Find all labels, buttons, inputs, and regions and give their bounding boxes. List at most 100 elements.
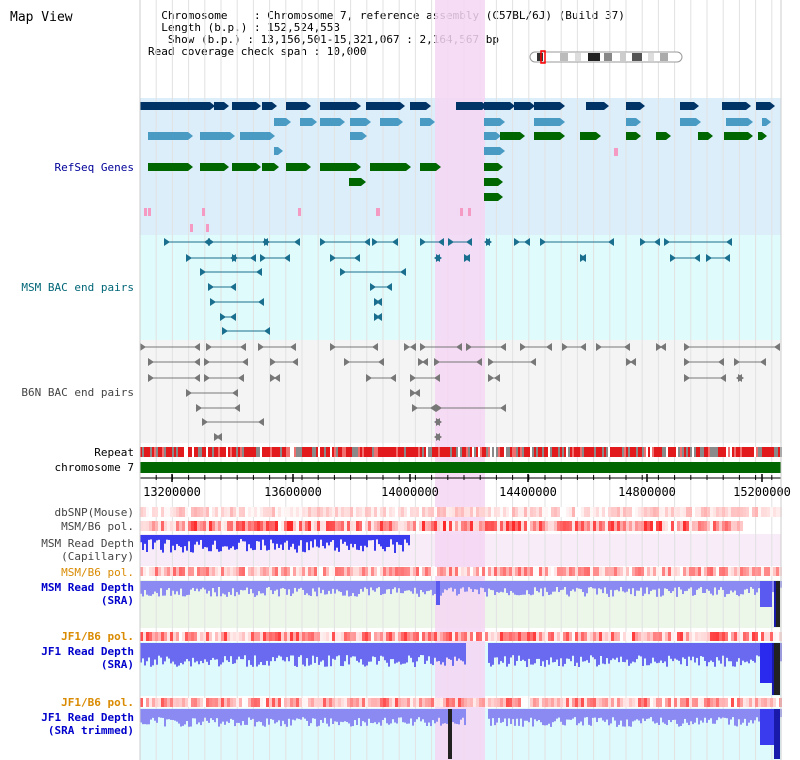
- repeat-element: [698, 447, 700, 457]
- msm-sra-depth-bar: [464, 581, 466, 592]
- jf1-pol2-cell: [497, 698, 500, 707]
- jf1-trim-depth-bar: [530, 709, 532, 718]
- repeat-element: [708, 447, 710, 457]
- dbsnp-cell: [413, 507, 416, 517]
- dbsnp-cell: [188, 507, 191, 517]
- msm-sra-depth-bar: [216, 581, 218, 597]
- jf1-pol-cell: [518, 632, 521, 641]
- repeat-element: [430, 447, 432, 457]
- msm-cap-depth-bar: [150, 535, 152, 540]
- msm-pol-cell: [278, 521, 281, 531]
- bac-end: [390, 374, 396, 382]
- jf1-pol-cell: [419, 632, 422, 641]
- msm-cap-depth-bar: [264, 535, 266, 546]
- jf1-pol2-cell: [620, 698, 623, 707]
- repeat-element: [232, 447, 234, 457]
- jf1-trim-depth-bar: [716, 709, 718, 721]
- jf1-trim-depth-bar: [728, 709, 730, 725]
- jf1-sra-depth-bar: [420, 643, 422, 656]
- msm-cap-depth-bar: [406, 535, 408, 543]
- repeat-element: [314, 447, 316, 457]
- msm-pol2-cell: [443, 567, 446, 576]
- jf1-sra-depth-bar: [732, 643, 734, 667]
- jf1-pol2-cell: [500, 698, 503, 707]
- dbsnp-cell: [599, 507, 602, 517]
- jf1-sra-depth-bar: [300, 643, 302, 656]
- dbsnp-cell: [671, 507, 674, 517]
- jf1-pol2-cell: [587, 698, 590, 707]
- repeat-element: [586, 447, 588, 457]
- msm-pol2-cell: [764, 567, 767, 576]
- jf1-trim-depth-bar: [234, 709, 236, 727]
- msm-pol-cell: [398, 521, 401, 531]
- jf1-trim-depth-bar: [204, 709, 206, 718]
- jf1-sra-depth-bar: [392, 643, 394, 660]
- msm-pol-cell: [449, 521, 452, 531]
- jf1-pol-cell: [509, 632, 512, 641]
- msm-sra-depth-bar: [624, 581, 626, 593]
- msm-sra-depth-bar: [698, 581, 700, 589]
- repeat-element: [558, 447, 560, 457]
- jf1-pol2-cell: [647, 698, 650, 707]
- refseq-gene: [626, 132, 636, 140]
- jf1-pol-cell: [545, 632, 548, 641]
- jf1-sra-depth-bar: [756, 643, 758, 656]
- jf1-sra-depth-bar: [652, 643, 654, 658]
- msm-pol-cell: [251, 521, 254, 531]
- repeat-element: [608, 447, 610, 457]
- msm-pol-cell: [689, 521, 692, 531]
- jf1-pol2-cell: [776, 698, 779, 707]
- repeat-element: [322, 447, 324, 457]
- jf1-pol2-cell: [740, 698, 743, 707]
- dbsnp-cell: [587, 507, 590, 517]
- refseq-gene: [514, 102, 530, 110]
- jf1-trim-depth-bar: [520, 709, 522, 719]
- msm-pol2-cell: [206, 567, 209, 576]
- msm-pol2-cell: [683, 567, 686, 576]
- jf1-sra-depth-bar: [198, 643, 200, 665]
- msm-sra-depth-bar: [688, 581, 690, 589]
- jf1-sra-depth-bar: [182, 643, 184, 665]
- jf1-trim-depth-bar: [254, 709, 256, 727]
- msm-pol-cell: [422, 521, 425, 531]
- refseq-pseudogene: [206, 224, 209, 232]
- dbsnp-cell: [713, 507, 716, 517]
- msm-pol2-cell: [551, 567, 554, 576]
- msm-cap-depth-bar: [242, 535, 244, 542]
- jf1-sra-depth-bar: [514, 643, 516, 666]
- repeat-element: [508, 447, 510, 457]
- msm-pol-cell: [266, 521, 269, 531]
- repeat-element: [458, 447, 460, 457]
- msm-sra-depth-bar: [744, 581, 746, 590]
- msm-pol2-cell: [767, 567, 770, 576]
- repeat-element: [714, 447, 716, 457]
- jf1-trim-depth-bar: [340, 709, 342, 722]
- msm-pol-cell: [182, 521, 185, 531]
- repeat-element: [292, 447, 294, 457]
- msm-cap-depth-bar: [222, 535, 224, 547]
- msm-cap-depth-bar: [332, 535, 334, 541]
- jf1-pol-cell: [575, 632, 578, 641]
- jf1-pol-cell: [302, 632, 305, 641]
- jf1-trim-depth-bar: [490, 709, 492, 726]
- gene-arrow: [436, 163, 441, 171]
- jf1-trim-depth-bar: [616, 709, 618, 727]
- bac-end: [210, 298, 216, 306]
- jf1-pol2-cell: [257, 698, 260, 707]
- jf1-trim-depth-bar: [576, 709, 578, 726]
- repeat-element: [756, 447, 758, 457]
- jf1-trim-depth-bar: [748, 709, 750, 723]
- repeat-element: [614, 447, 616, 457]
- jf1-pol2-cell: [446, 698, 449, 707]
- dbsnp-cell: [248, 507, 251, 517]
- jf1-sra-depth-bar: [636, 643, 638, 660]
- repeat-element: [500, 447, 502, 457]
- msm-pol-cell: [356, 521, 359, 531]
- jf1-trim-depth-bar: [332, 709, 334, 724]
- msm-pol-cell: [221, 521, 224, 531]
- repeat-element: [210, 447, 212, 457]
- msm-pol-cell: [575, 521, 578, 531]
- bac-end: [148, 358, 154, 366]
- msm-sra-depth-bar: [242, 581, 244, 591]
